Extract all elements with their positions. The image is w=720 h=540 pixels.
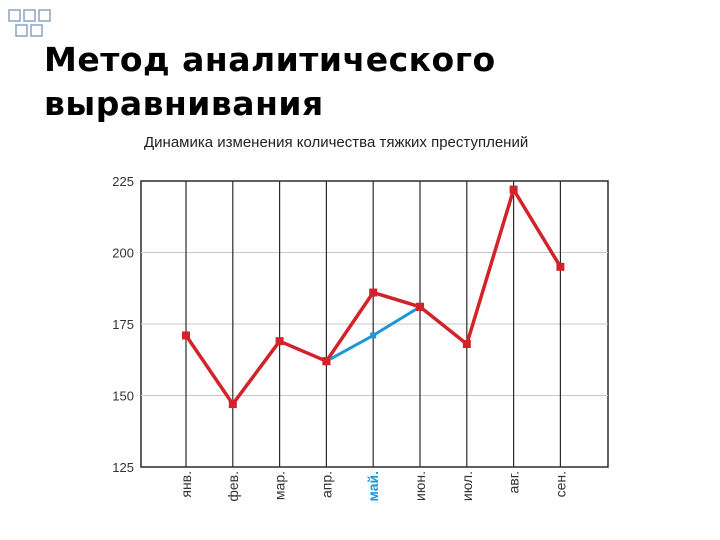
y-tick-label: 225 <box>112 174 134 189</box>
x-tick-label: апр. <box>318 471 334 498</box>
data-point-marker <box>370 332 377 339</box>
slide-title: Метод аналитического выравнивания <box>44 38 496 126</box>
deco-square <box>38 9 51 22</box>
data-point-marker <box>416 302 424 311</box>
data-point-marker <box>369 288 378 297</box>
y-tick-label: 175 <box>112 317 134 332</box>
slide-title-line1: Метод аналитического <box>44 40 496 79</box>
y-tick-label: 125 <box>112 460 134 475</box>
deco-square <box>23 9 36 22</box>
data-point-marker <box>509 185 518 194</box>
deco-square <box>30 24 43 37</box>
y-tick-label: 150 <box>112 389 134 404</box>
deco-square <box>15 24 28 37</box>
chart-title: Динамика изменения количества тяжких пре… <box>144 134 529 151</box>
data-point-marker <box>462 340 471 349</box>
data-point-marker <box>322 357 331 366</box>
data-point-marker <box>228 400 237 409</box>
data-point-marker <box>275 337 284 346</box>
data-point-marker <box>182 331 190 340</box>
x-tick-label: сен. <box>552 471 568 497</box>
decorative-squares <box>8 9 51 37</box>
x-tick-label: фев. <box>225 471 241 502</box>
y-tick-label: 200 <box>112 246 134 261</box>
slide-title-line2: выравнивания <box>44 84 324 123</box>
deco-square <box>8 9 21 22</box>
x-tick-label: авг. <box>506 471 522 494</box>
data-point-marker <box>556 262 565 271</box>
x-tick-label: июн. <box>412 471 428 501</box>
x-tick-label: янв. <box>178 471 194 498</box>
x-tick-label: июл. <box>459 471 475 501</box>
x-tick-label: мар. <box>272 471 288 500</box>
x-tick-label: май. <box>365 471 381 501</box>
